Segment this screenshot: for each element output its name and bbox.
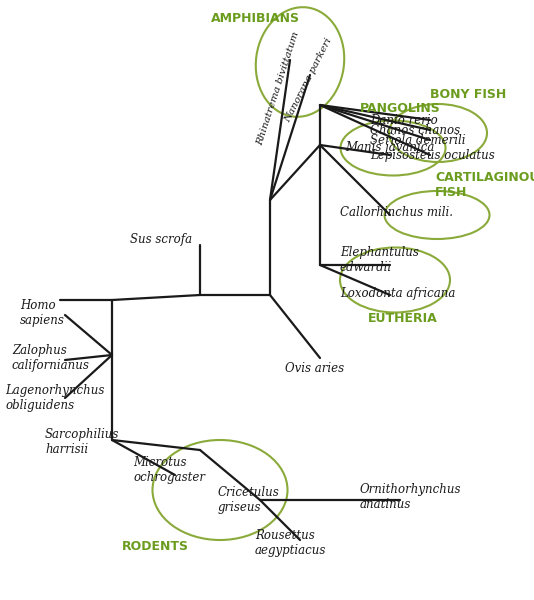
Text: Sarcophilius
harrisii: Sarcophilius harrisii [45, 428, 120, 456]
Text: Zalophus
californianus: Zalophus californianus [12, 344, 90, 372]
Text: Callorhinchus mili.: Callorhinchus mili. [340, 206, 453, 220]
Text: Ovis aries: Ovis aries [285, 361, 344, 374]
Text: Loxodonta africana: Loxodonta africana [340, 286, 456, 299]
Text: Homo
sapiens: Homo sapiens [20, 299, 65, 327]
Text: CARTILAGINOUS
FISH: CARTILAGINOUS FISH [435, 171, 534, 199]
Text: Rhinatrema bivittatum: Rhinatrema bivittatum [255, 30, 301, 146]
Text: Danio rerio: Danio rerio [370, 113, 438, 127]
Text: Cricetulus
griseus: Cricetulus griseus [218, 486, 280, 514]
Text: Manis javanica: Manis javanica [345, 142, 434, 154]
Text: RODENTS: RODENTS [122, 541, 189, 553]
Text: Elephantulus
edwardii: Elephantulus edwardii [340, 246, 419, 274]
Text: Lepisosteus oculatus: Lepisosteus oculatus [370, 148, 494, 161]
Text: Lagenorhynchus
obliguidens: Lagenorhynchus obliguidens [5, 384, 104, 412]
Text: Chanos chanos: Chanos chanos [370, 124, 460, 136]
Text: Microtus
ochrogaster: Microtus ochrogaster [133, 456, 205, 484]
Text: Nanorana parkeri: Nanorana parkeri [282, 36, 333, 124]
Text: Ornithorhynchus
anatinus: Ornithorhynchus anatinus [360, 483, 461, 511]
Text: AMPHIBIANS: AMPHIBIANS [210, 12, 300, 25]
Text: Rousettus
aegyptiacus: Rousettus aegyptiacus [255, 529, 326, 557]
Text: Sus scrofa: Sus scrofa [130, 233, 192, 247]
Text: BONY FISH: BONY FISH [430, 88, 506, 101]
Text: PANGOLINS: PANGOLINS [360, 101, 441, 115]
Text: Seriola demerili: Seriola demerili [370, 133, 466, 146]
Text: EUTHERIA: EUTHERIA [368, 311, 438, 325]
